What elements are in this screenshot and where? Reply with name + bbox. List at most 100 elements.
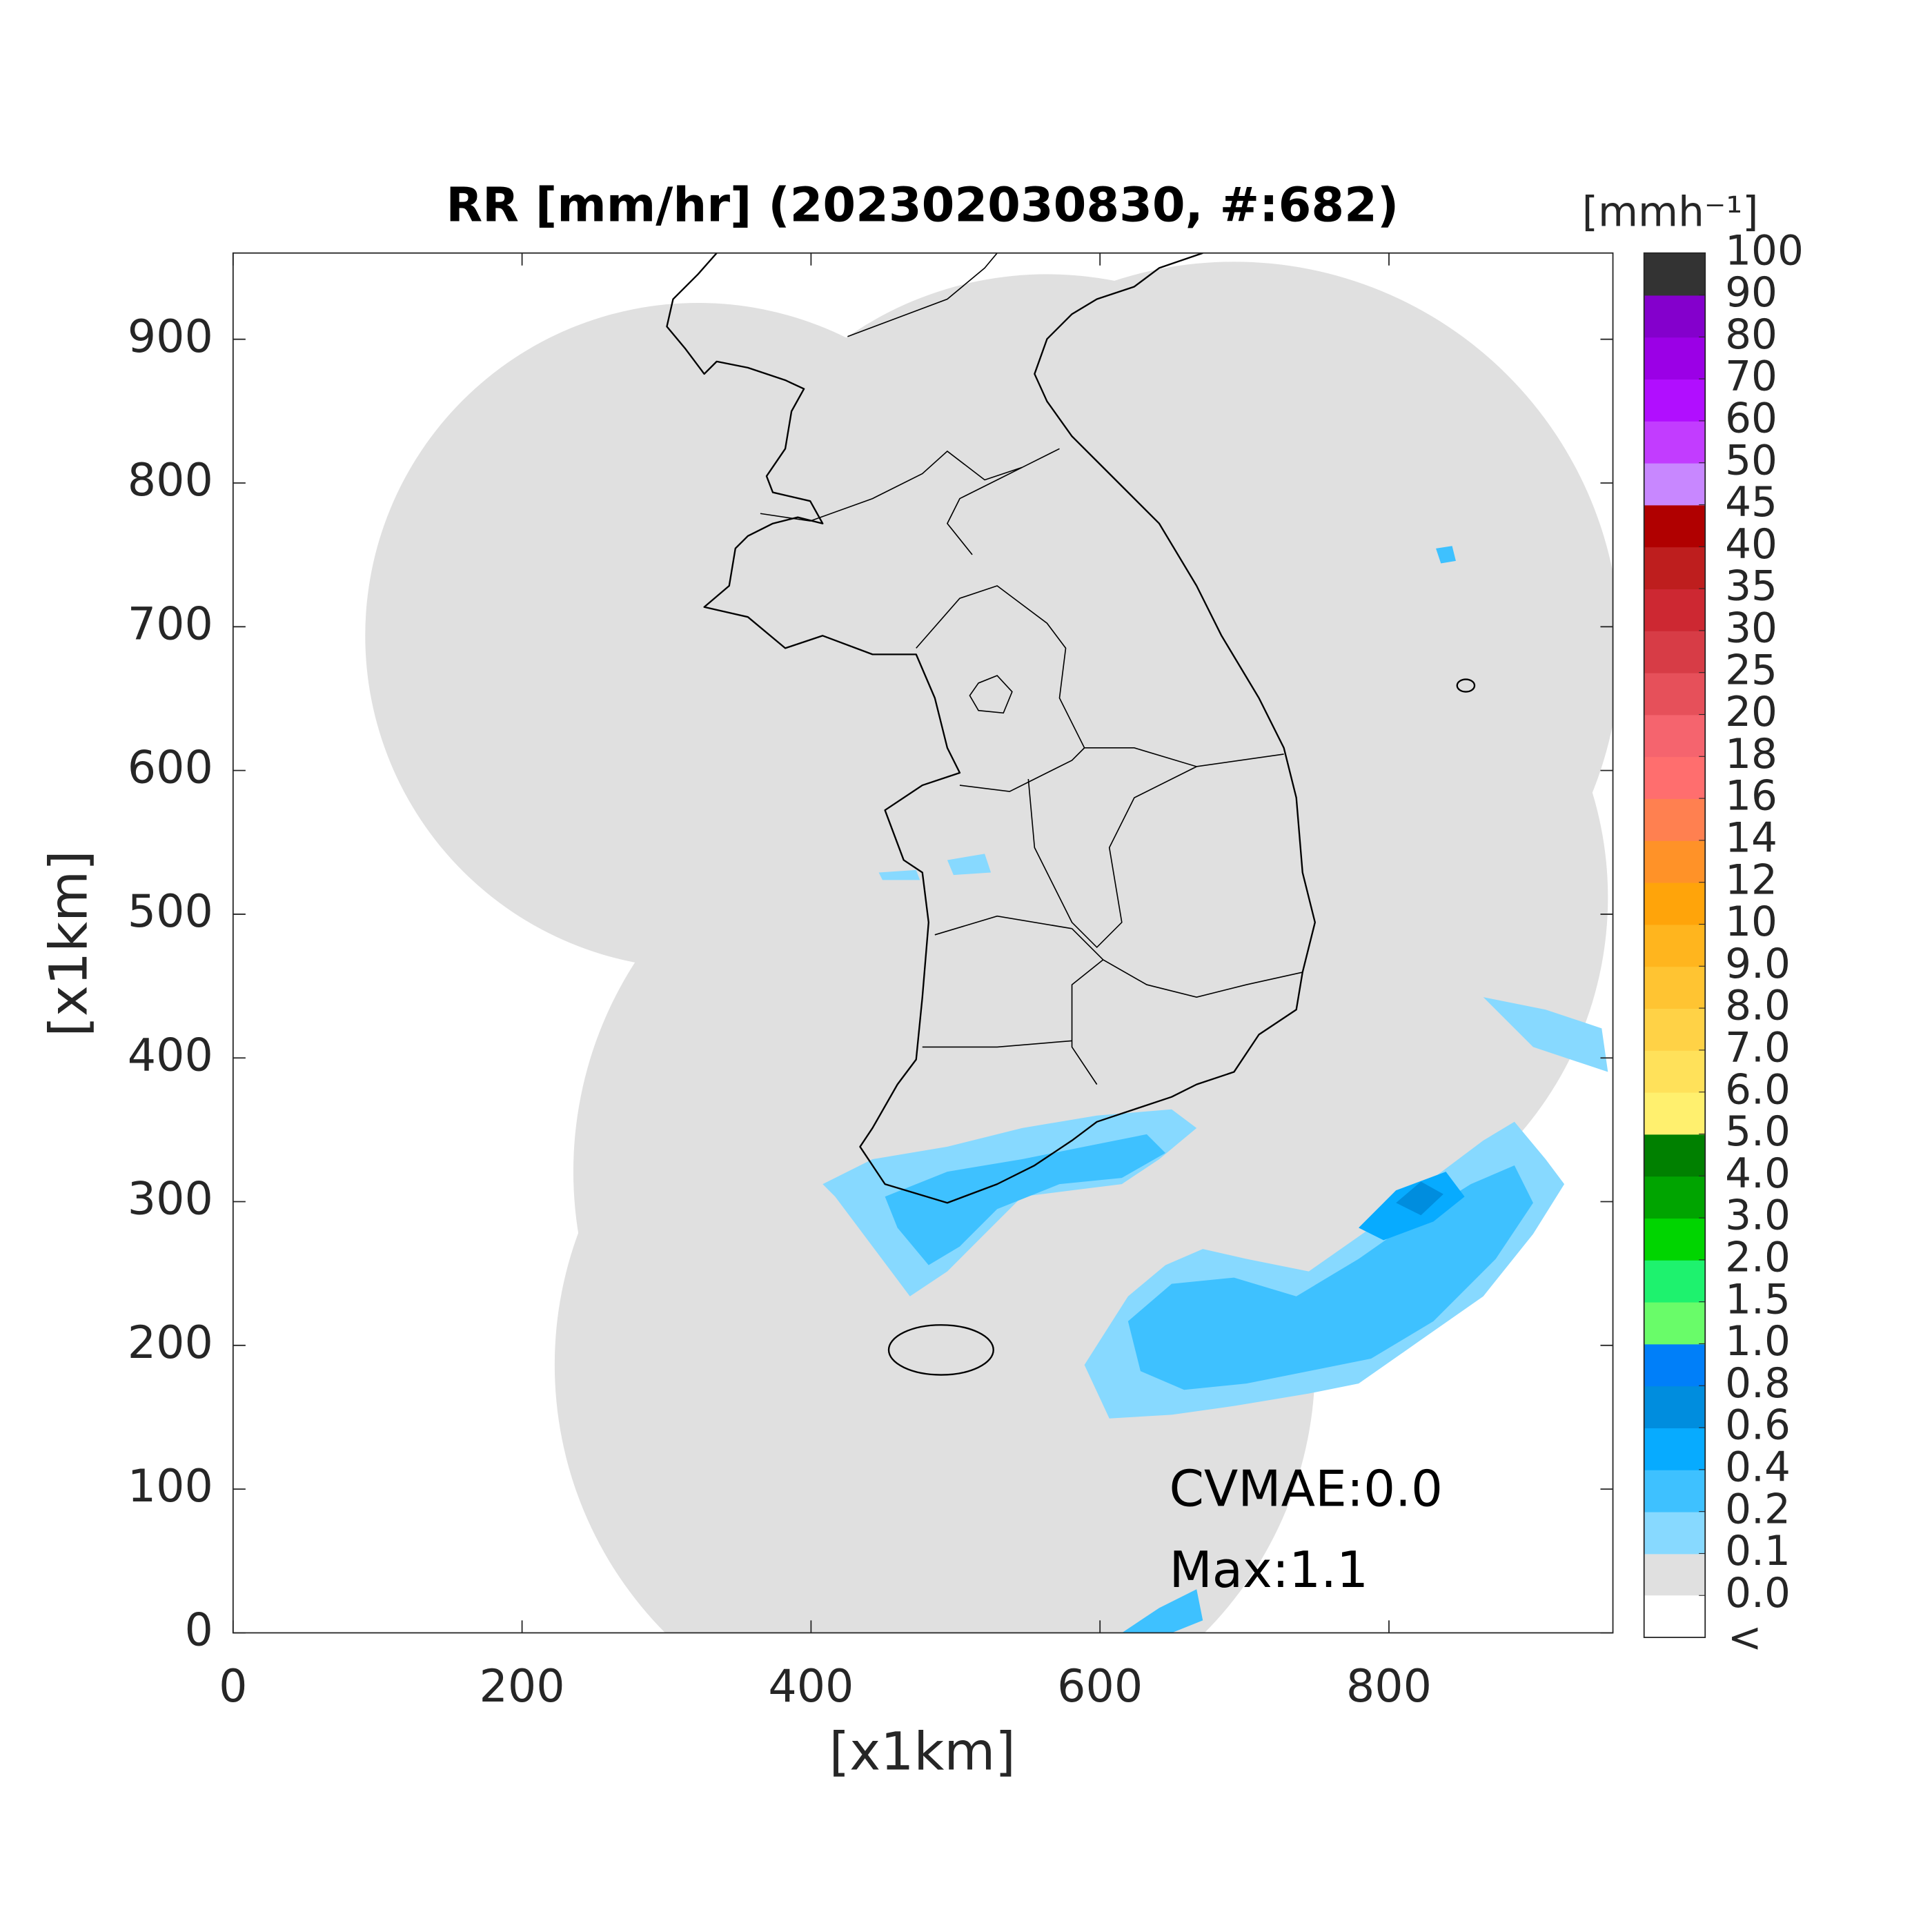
colorbar-tick-label: 0.4 <box>1725 1443 1791 1491</box>
colorbar-tick-label: 70 <box>1725 353 1777 401</box>
colorbar-segment <box>1644 1008 1706 1051</box>
colorbar-segment <box>1644 798 1706 841</box>
x-tick-label: 0 <box>219 1661 247 1713</box>
colorbar-tick-label: 10 <box>1725 898 1777 946</box>
colorbar-segment <box>1644 253 1706 296</box>
colorbar-tick-label: 16 <box>1725 773 1777 820</box>
colorbar-segment <box>1644 882 1706 925</box>
colorbar-tick-label: 0.8 <box>1725 1360 1791 1408</box>
y-tick-label: 0 <box>185 1605 213 1657</box>
border <box>946 466 1023 555</box>
annotation: CVMAE:0.0 <box>1169 1460 1443 1518</box>
colorbar-segment <box>1644 672 1706 716</box>
colorbar-segment <box>1644 462 1706 506</box>
colorbar-segment <box>1644 1259 1706 1303</box>
colorbar-segment <box>1644 1553 1706 1597</box>
border <box>760 448 1060 522</box>
colorbar-tick-label: 18 <box>1725 731 1777 778</box>
colorbar-tick-label: 8.0 <box>1725 983 1791 1030</box>
colorbar-segment <box>1644 504 1706 548</box>
colorbar-tick-label: 90 <box>1725 269 1777 317</box>
plot-frame <box>232 252 1614 1634</box>
colorbar-tick-label: 80 <box>1725 311 1777 359</box>
colorbar-segment <box>1644 924 1706 967</box>
colorbar-tick-label: 1.0 <box>1725 1318 1791 1366</box>
colorbar-segment <box>1644 1092 1706 1135</box>
x-axis-label: [x1km] <box>829 1721 1016 1782</box>
border <box>959 747 1197 949</box>
colorbar-tick-label: 35 <box>1725 563 1777 611</box>
colorbar-segment <box>1644 379 1706 422</box>
colorbar-segment <box>1644 337 1706 380</box>
colorbar-segment <box>1644 756 1706 799</box>
colorbar-segment <box>1644 966 1706 1009</box>
colorbar-segment <box>1644 1134 1706 1177</box>
colorbar-tick-label: 25 <box>1725 647 1777 694</box>
colorbar-tick-label: 0.0 <box>1725 1570 1791 1617</box>
colorbar-segment <box>1644 1428 1706 1470</box>
colorbar-tick-label: 7.0 <box>1725 1024 1791 1072</box>
colorbar-tick-label: 20 <box>1725 689 1777 736</box>
colorbar-label: [mmh⁻¹] <box>1582 188 1759 236</box>
y-tick-label: 100 <box>128 1461 213 1512</box>
colorbar-segment <box>1644 1386 1706 1428</box>
x-tick-label: 800 <box>1346 1661 1432 1713</box>
rain-area <box>947 854 992 876</box>
island <box>887 1324 994 1376</box>
colorbar-tick-label: 3.0 <box>1725 1192 1791 1240</box>
colorbar-segment <box>1644 840 1706 883</box>
annotation: Max:1.1 <box>1169 1541 1368 1599</box>
colorbar-tick-label: 4.0 <box>1725 1150 1791 1198</box>
colorbar-tick-label: 5.0 <box>1725 1108 1791 1156</box>
colorbar-tick-label: 45 <box>1725 479 1777 526</box>
colorbar-segment <box>1644 1469 1706 1512</box>
rain-area <box>878 869 920 880</box>
colorbar-segment <box>1644 1176 1706 1219</box>
x-tick-label: 400 <box>768 1661 854 1713</box>
border <box>934 915 1303 1085</box>
y-tick-label: 500 <box>128 886 213 938</box>
y-tick-label: 900 <box>128 311 213 363</box>
colorbar-segment <box>1644 295 1706 338</box>
colorbar-segment <box>1644 1218 1706 1261</box>
colorbar-segment <box>1644 420 1706 464</box>
colorbar: 0.00.10.20.40.60.81.01.52.03.04.05.06.07… <box>1643 227 1804 1662</box>
y-tick-label: 800 <box>128 455 213 506</box>
colorbar-tick-label: 9.0 <box>1725 940 1791 988</box>
colorbar-tick-label: 50 <box>1725 437 1777 484</box>
colorbar-segment <box>1644 546 1706 589</box>
colorbar-segment <box>1644 630 1706 673</box>
border <box>922 1040 1072 1048</box>
colorbar-tick-label: 30 <box>1725 604 1777 652</box>
rain-area <box>1483 997 1608 1072</box>
island <box>1456 678 1476 693</box>
rain-area <box>1436 546 1456 564</box>
colorbar-tick-label: 14 <box>1725 814 1777 862</box>
map <box>365 253 1613 1633</box>
colorbar-tick-label: 100 <box>1725 227 1804 275</box>
rain-area <box>1396 1181 1443 1216</box>
x-tick-label: 600 <box>1057 1661 1143 1713</box>
colorbar-tick-label: 2.0 <box>1725 1234 1791 1281</box>
colorbar-segment <box>1644 1343 1706 1387</box>
colorbar-segment <box>1644 714 1706 758</box>
colorbar-tick-label: 6.0 <box>1725 1066 1791 1114</box>
rain-areas <box>822 546 1608 1633</box>
y-axis-label: [x1km] <box>39 850 99 1036</box>
axes: 0 200 400 600 800 0 100 200 300 400 500 600 700 800 90… <box>128 253 1613 1713</box>
colorbar-tick-label: 0.1 <box>1725 1528 1791 1575</box>
colorbar-segment <box>1644 1511 1706 1555</box>
y-tick-label: 400 <box>128 1029 213 1081</box>
colorbar-under-label: < <box>1728 1614 1762 1662</box>
y-tick-label: 700 <box>128 598 213 650</box>
x-tick-label: 200 <box>480 1661 565 1713</box>
border <box>847 253 998 337</box>
colorbar-tick-label: 0.6 <box>1725 1402 1791 1450</box>
colorbar-tick-label: 1.5 <box>1725 1276 1791 1323</box>
chart-title: RR [mm/hr] (202302030830, #:682) <box>446 178 1399 233</box>
y-tick-label: 600 <box>128 742 213 794</box>
y-tick-label: 200 <box>128 1317 213 1369</box>
colorbar-under <box>1644 1595 1706 1638</box>
